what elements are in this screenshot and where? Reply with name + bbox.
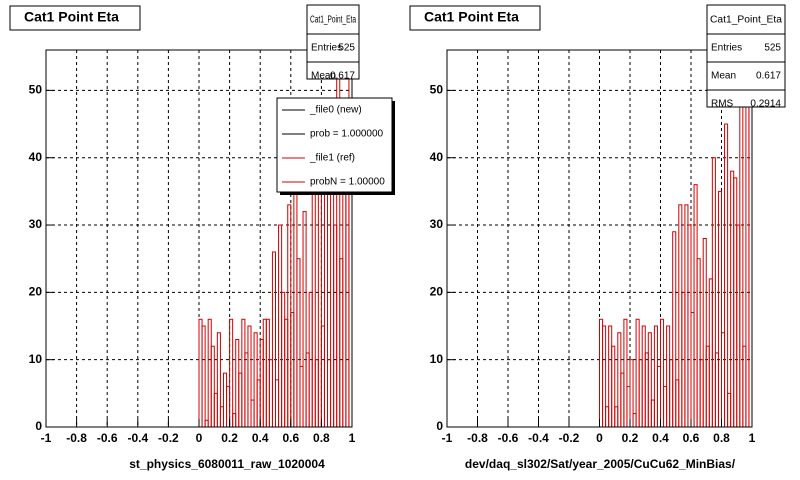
bar	[696, 258, 701, 427]
bar	[210, 345, 215, 427]
x-tick-label: 0.2	[221, 431, 238, 445]
bar	[216, 332, 221, 427]
stats-label: Entries	[711, 43, 742, 54]
legend-label: _file0 (new)	[309, 105, 362, 116]
legend-label: prob = 1.000000	[310, 129, 384, 140]
x-tick-label: -0.2	[559, 431, 580, 445]
y-tick-label: 0	[436, 419, 443, 433]
panel: -1 -0.8 -0.6 -0.4 -0.2 0 0.2 0.4 0.6 0.8 101020304…	[409, 4, 786, 471]
stats-label: Entries	[311, 43, 342, 54]
stats-value: 0.2914	[750, 99, 781, 110]
title-box	[9, 5, 141, 31]
bar	[229, 318, 234, 427]
title-box	[409, 5, 541, 31]
y-tick-label: 50	[29, 83, 43, 97]
x-tick-label: -1	[41, 431, 52, 445]
y-tick-label: 40	[29, 150, 43, 164]
legend: _file0 (new) prob = 1.000000 _file1 (ref) p…	[282, 105, 385, 188]
stats-label: Mean	[711, 71, 736, 82]
x-axis-label: dev/daq_sl302/Sat/year_2005/CuCu62_MinBi…	[465, 457, 736, 471]
stats-title: Cat1_Point_Eta	[310, 15, 356, 26]
bar	[611, 345, 616, 427]
stats-value: 525	[338, 43, 355, 54]
y-tick-label: 30	[29, 217, 43, 231]
x-tick-label: -0.8	[467, 431, 488, 445]
y-tick-label: 50	[430, 83, 444, 97]
x-tick-label: 0.4	[252, 431, 269, 445]
x-tick-label: -1	[442, 431, 453, 445]
bar	[717, 190, 723, 427]
x-axis-label: st_physics_6080011_raw_1020004	[129, 457, 325, 471]
x-tick-label: -0.4	[127, 431, 148, 445]
bar	[702, 238, 707, 427]
bar	[201, 325, 206, 427]
stats-label: RMS	[711, 99, 734, 110]
stats-box	[306, 4, 360, 80]
bar	[672, 231, 677, 427]
x-tick-label: 0	[596, 431, 603, 445]
x-tick-label: 0	[196, 431, 203, 445]
stats-value: 525	[764, 43, 781, 54]
stats-value: 0.617	[330, 71, 355, 82]
y-tick-label: 20	[430, 285, 444, 299]
legend-box	[276, 97, 393, 193]
panel: -1 -0.8 -0.6 -0.4 -0.2 0 0.2 0.4 0.6 0.8 101020304…	[9, 4, 395, 471]
y-tick-label: 10	[430, 352, 444, 366]
x-tick-label: 0.8	[713, 431, 730, 445]
bar	[647, 332, 652, 427]
x-tick-label: 0.8	[313, 431, 330, 445]
x-tick-label: -0.6	[97, 431, 118, 445]
stats-title: Cat1_Point_Eta	[710, 15, 782, 26]
chart-title: Cat1 Point Eta	[424, 9, 519, 25]
x-tick-label: 0.2	[622, 431, 639, 445]
stats-label: Mean	[311, 71, 336, 82]
legend-label: _file1 (ref)	[309, 153, 355, 164]
bar	[271, 251, 277, 427]
y-tick-label: 20	[29, 285, 43, 299]
stats-value: 0.617	[756, 71, 781, 82]
x-tick-label: 0.4	[652, 431, 669, 445]
bar	[724, 123, 729, 427]
x-tick-label: 1	[349, 431, 356, 445]
y-tick-label: 0	[35, 419, 42, 433]
x-tick-label: 1	[749, 431, 756, 445]
y-tick-label: 40	[430, 150, 444, 164]
x-tick-label: -0.4	[528, 431, 549, 445]
bar	[296, 258, 301, 427]
y-tick-label: 10	[29, 352, 43, 366]
x-tick-label: -0.6	[498, 431, 519, 445]
x-tick-label: -0.2	[158, 431, 179, 445]
bar	[302, 211, 307, 427]
x-tick-label: -0.8	[66, 431, 87, 445]
y-tick-label: 30	[430, 217, 444, 231]
chart-title: Cat1 Point Eta	[24, 9, 119, 25]
legend-label: probN = 1.00000	[310, 177, 385, 188]
x-tick-label: 0.6	[683, 431, 700, 445]
x-tick-label: 0.6	[282, 431, 299, 445]
